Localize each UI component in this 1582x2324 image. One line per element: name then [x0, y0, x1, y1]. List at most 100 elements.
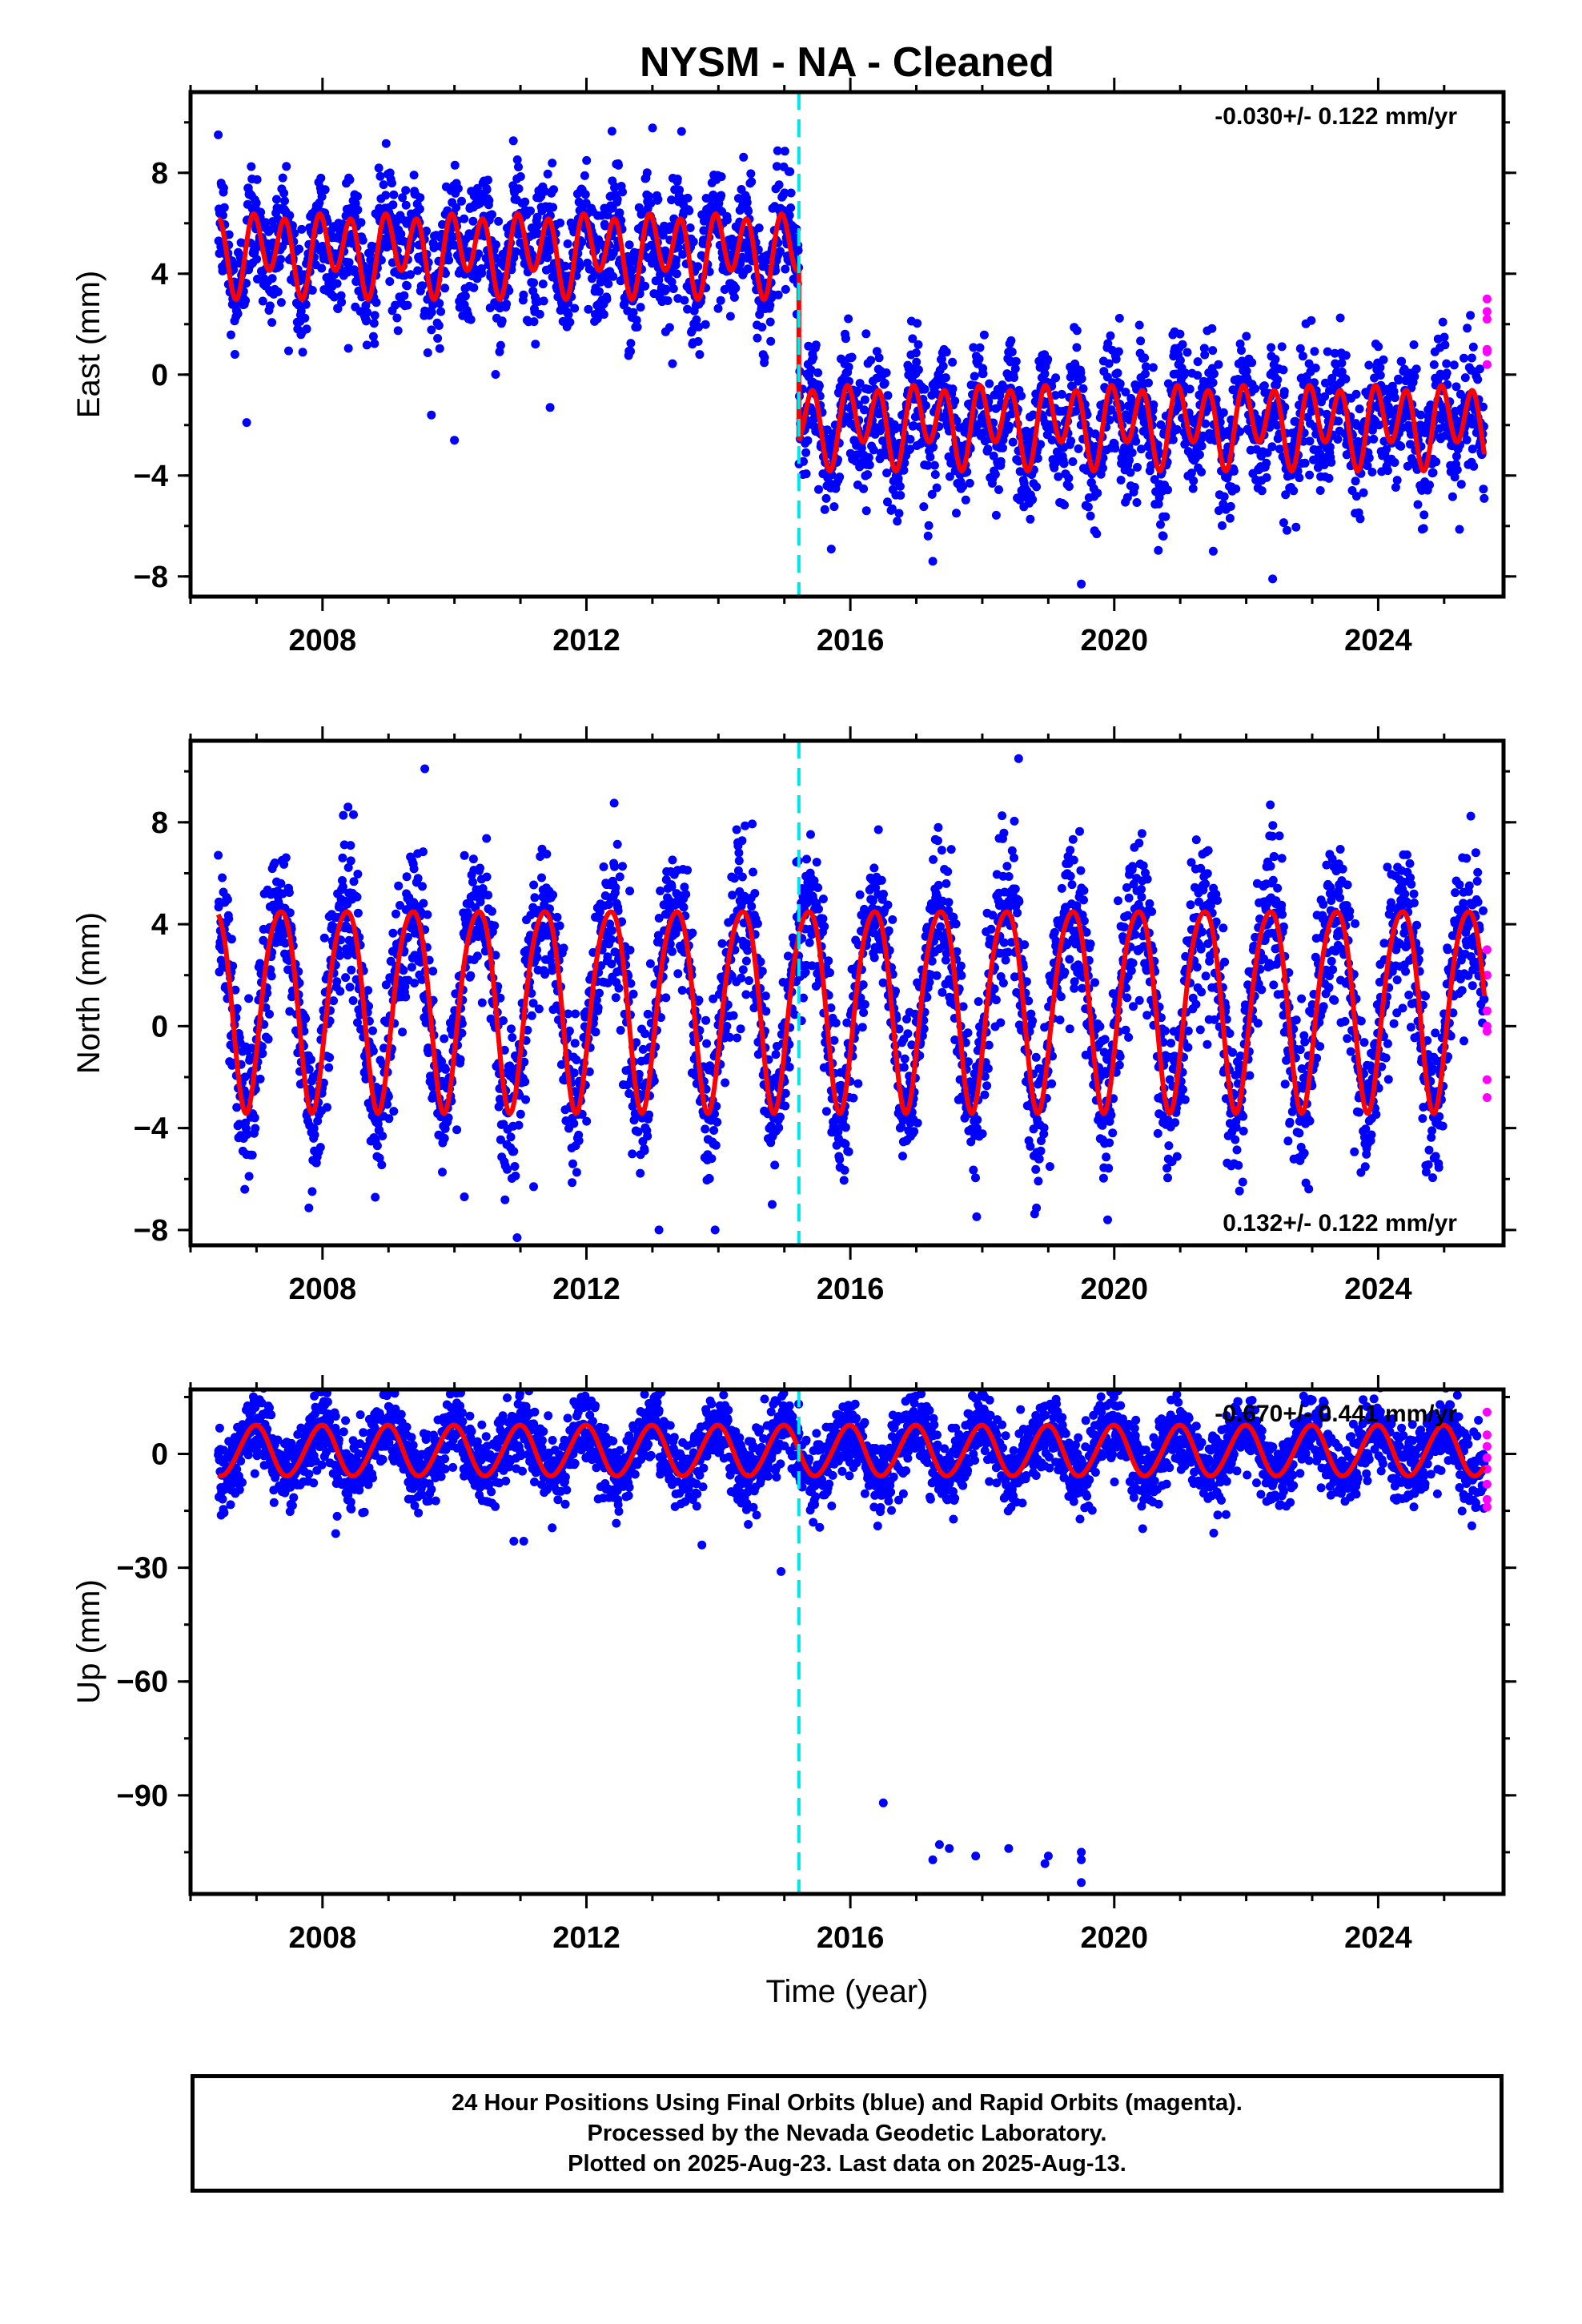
data-point [1295, 344, 1305, 353]
data-point [427, 325, 436, 335]
data-point [440, 1133, 449, 1143]
data-point [265, 301, 275, 311]
data-point [1121, 388, 1130, 397]
data-point [899, 465, 909, 475]
data-point [224, 914, 234, 923]
data-point [362, 340, 371, 350]
data-point [883, 497, 892, 507]
data-point [460, 292, 470, 301]
data-point [1141, 369, 1150, 379]
data-point [276, 879, 286, 888]
data-point [520, 197, 530, 207]
data-point [607, 127, 616, 136]
data-point [1149, 400, 1158, 409]
data-point [1188, 484, 1198, 493]
data-point [535, 309, 544, 319]
data-point [341, 973, 351, 983]
data-point [661, 284, 671, 294]
data-point [1200, 350, 1210, 360]
data-point [701, 1015, 711, 1025]
data-point [672, 269, 681, 279]
data-point [1029, 410, 1038, 420]
data-point [881, 368, 891, 377]
data-point [595, 287, 604, 296]
data-point [1005, 421, 1014, 431]
data-point [991, 510, 1001, 520]
data-point [952, 509, 961, 518]
data-point [609, 798, 619, 808]
data-point [388, 200, 398, 210]
data-point [282, 162, 291, 171]
data-point [533, 221, 542, 231]
data-point [1010, 373, 1018, 382]
data-point [1428, 468, 1438, 477]
data-point [990, 469, 1000, 479]
data-point [377, 1160, 387, 1170]
rapid-point [1482, 347, 1492, 356]
data-point [1375, 371, 1385, 380]
data-point [1397, 356, 1407, 366]
data-point [1182, 348, 1192, 357]
data-point [1074, 444, 1083, 453]
data-point [527, 1011, 536, 1020]
data-point [529, 317, 539, 327]
data-point [392, 313, 402, 323]
data-point [970, 372, 979, 381]
data-point [1050, 391, 1060, 400]
data-point [1113, 368, 1122, 378]
data-point [1355, 404, 1364, 414]
data-point [1452, 382, 1461, 392]
data-point [545, 246, 555, 255]
data-point [519, 290, 528, 300]
data-point [1226, 501, 1235, 511]
data-point [1242, 366, 1251, 376]
chart-title: NYSM - NA - Cleaned [640, 39, 1054, 86]
data-point [440, 1034, 449, 1043]
data-point [434, 321, 444, 330]
data-point [965, 478, 974, 488]
data-point [919, 502, 929, 512]
data-point [315, 1143, 325, 1152]
data-point [628, 308, 638, 317]
data-point [694, 995, 704, 1005]
data-point [394, 881, 404, 891]
data-point [717, 172, 726, 182]
data-point [1396, 441, 1406, 451]
data-point [319, 933, 329, 943]
data-point [920, 384, 930, 394]
data-point [813, 368, 823, 377]
data-point [484, 891, 492, 900]
data-point [353, 908, 363, 918]
data-point [1064, 482, 1074, 491]
data-point [516, 1109, 525, 1119]
data-point [503, 1164, 512, 1174]
data-point [1374, 342, 1383, 352]
data-point [628, 989, 638, 999]
data-point [713, 1117, 722, 1127]
data-point [863, 470, 873, 480]
data-point [460, 850, 469, 860]
data-point [1060, 501, 1069, 510]
data-point [548, 159, 557, 168]
data-point [406, 270, 416, 279]
data-point [507, 1024, 516, 1034]
rapid-point [1482, 294, 1492, 304]
data-point [803, 436, 813, 445]
data-point [1416, 410, 1426, 420]
data-point [521, 1095, 531, 1104]
data-point [345, 175, 355, 184]
data-point [1068, 457, 1078, 466]
data-point [1193, 357, 1203, 367]
data-point [1364, 360, 1374, 370]
data-point [482, 834, 492, 843]
data-point [336, 291, 346, 300]
data-point [1134, 320, 1144, 330]
outlier-point [1268, 574, 1278, 584]
data-point [344, 258, 354, 267]
x-tick-label: 2008 [289, 624, 357, 657]
data-point [1127, 448, 1137, 457]
data-point [1392, 476, 1402, 485]
data-point [786, 188, 796, 198]
data-point [860, 405, 869, 415]
